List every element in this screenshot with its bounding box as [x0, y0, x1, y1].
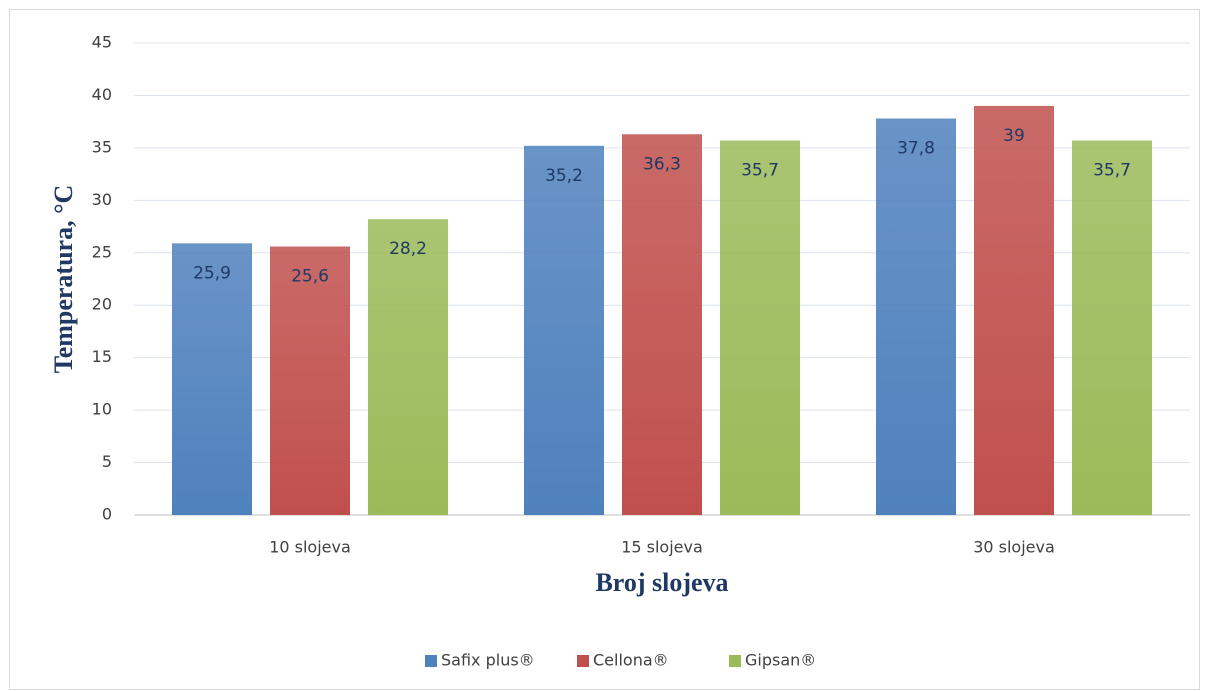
y-tick-label: 0 [102, 505, 112, 524]
bar [876, 118, 956, 516]
y-tick-label: 35 [92, 137, 112, 156]
bar [270, 246, 350, 516]
y-tick-label: 40 [92, 85, 112, 104]
bar [172, 243, 252, 516]
legend-swatch [577, 655, 589, 667]
y-tick-label: 45 [92, 33, 112, 52]
bar [1072, 140, 1152, 515]
legend-label: Cellona® [593, 651, 669, 670]
legend-swatch [425, 655, 437, 667]
y-tick-label: 25 [92, 242, 112, 261]
bar [720, 140, 800, 515]
value-label: 35,7 [741, 161, 779, 181]
bar [368, 219, 448, 516]
bar [974, 105, 1054, 515]
value-label: 25,9 [193, 263, 231, 283]
legend-label: Gipsan® [745, 651, 816, 670]
y-axis-label: Temperatura, °C [49, 185, 78, 374]
y-tick-label: 30 [92, 190, 112, 209]
value-label: 36,3 [643, 154, 681, 174]
value-label: 35,7 [1093, 161, 1131, 181]
x-axis-label: Broj slojeva [595, 568, 728, 597]
y-tick-label: 20 [92, 295, 112, 314]
y-tick-label: 15 [92, 347, 112, 366]
bar [524, 145, 604, 515]
x-tick-label: 30 slojeva [973, 538, 1055, 557]
y-tick-label: 5 [102, 452, 112, 471]
x-tick-label: 15 slojeva [621, 538, 703, 557]
y-tick-label: 10 [92, 400, 112, 419]
value-label: 37,8 [897, 139, 935, 159]
value-label: 35,2 [545, 166, 583, 186]
value-label: 25,6 [291, 266, 329, 286]
x-tick-label: 10 slojeva [269, 538, 351, 557]
legend-label: Safix plus® [441, 651, 535, 670]
bar [622, 134, 702, 515]
value-label: 39 [1003, 126, 1025, 146]
value-label: 28,2 [389, 239, 427, 259]
legend-swatch [729, 655, 741, 667]
